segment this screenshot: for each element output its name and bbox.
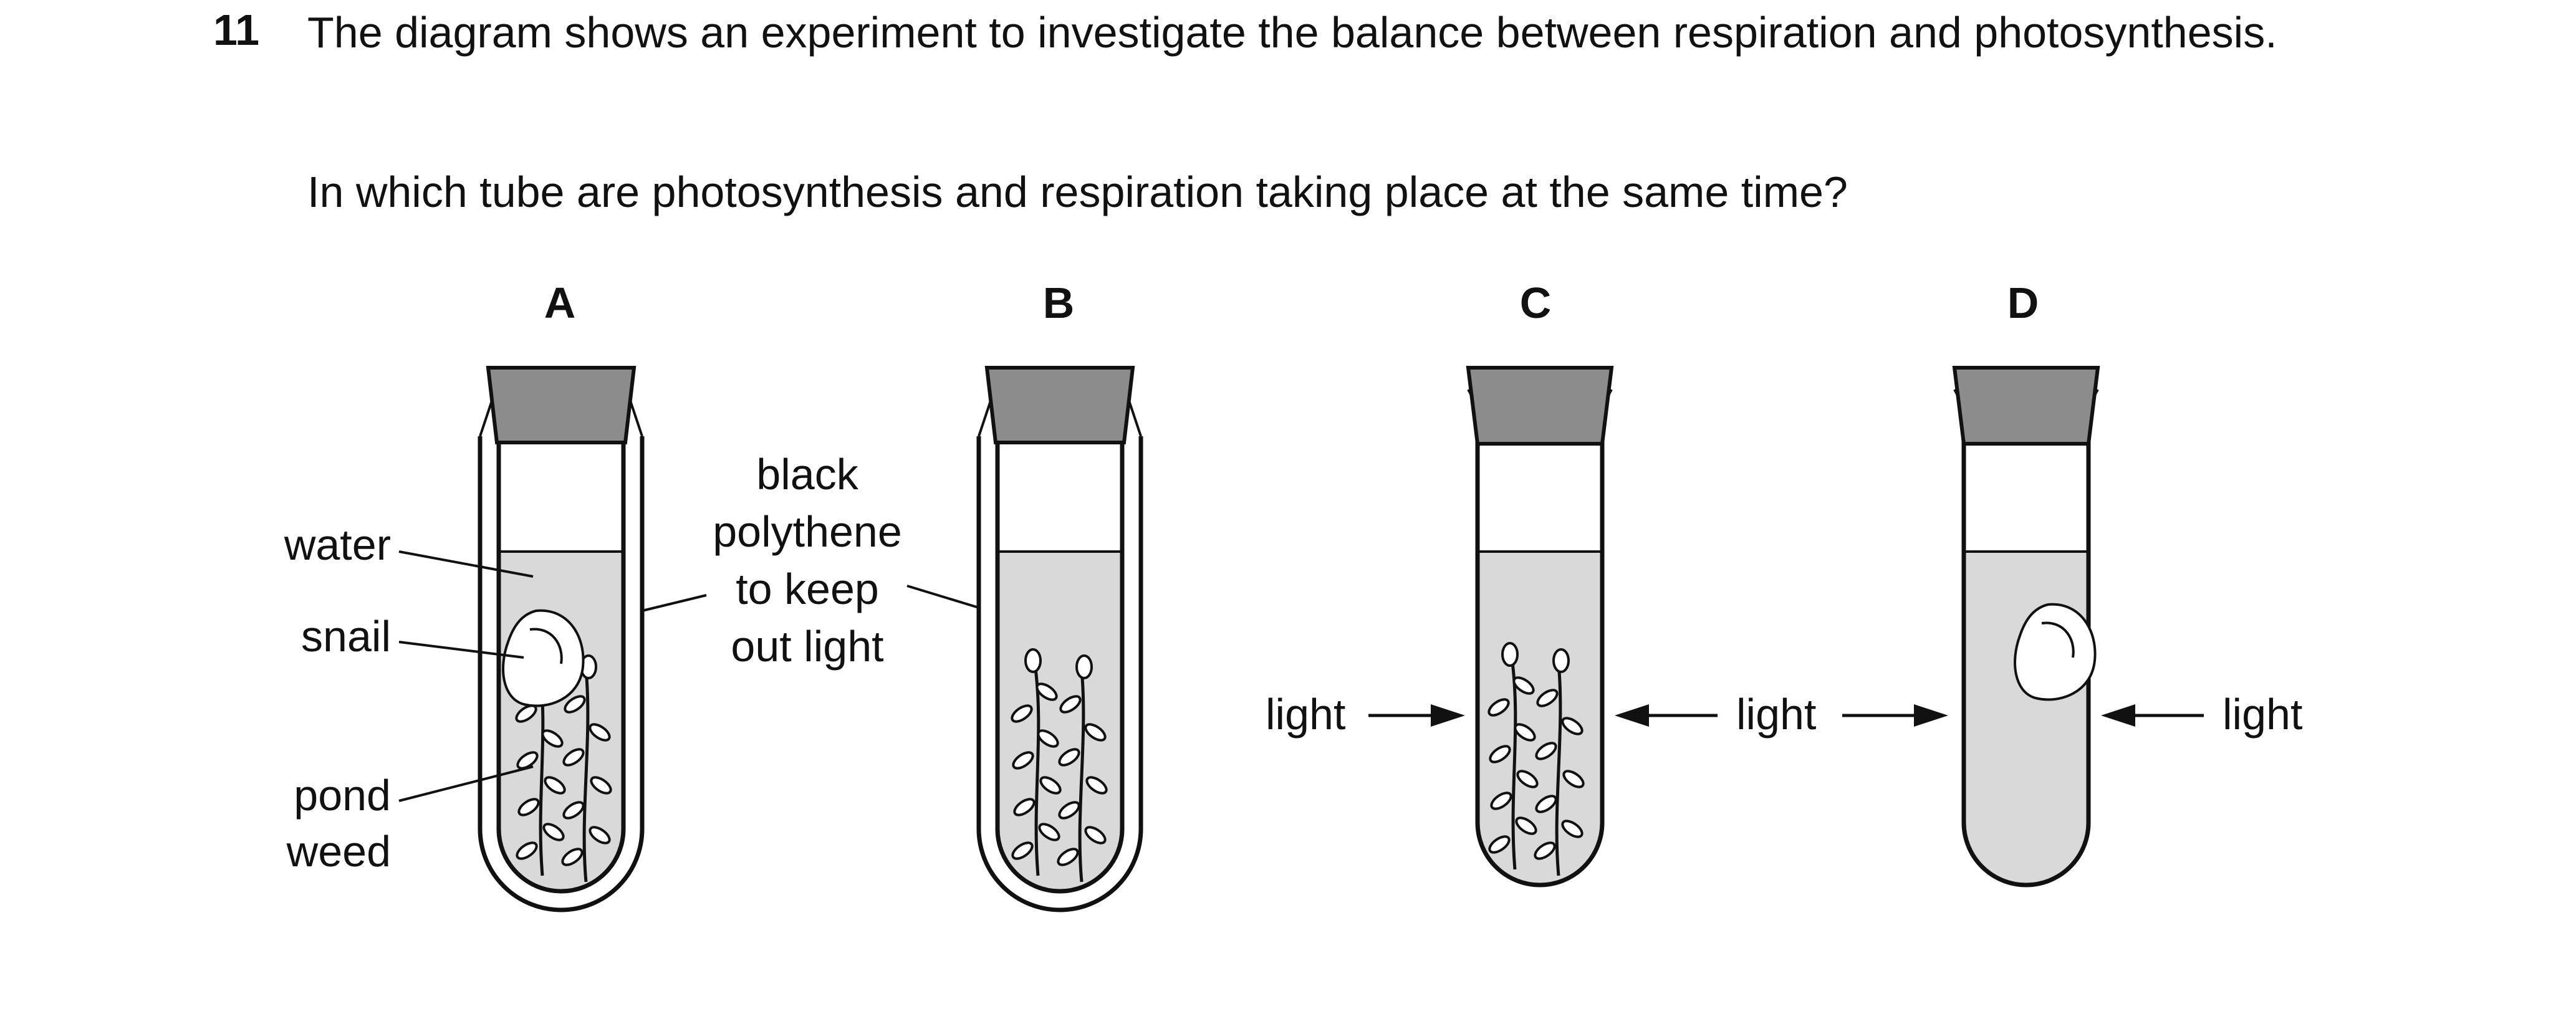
question-stem: The diagram shows an experiment to inves… bbox=[307, 8, 2277, 57]
option-label-d: D bbox=[2007, 279, 2039, 327]
tube-c bbox=[1466, 366, 1614, 887]
snail-icon bbox=[2014, 603, 2097, 701]
question-ask: In which tube are photosynthesis and res… bbox=[307, 168, 1848, 216]
light-label-c-right: light bbox=[1736, 690, 1816, 739]
tube-b bbox=[976, 366, 1143, 912]
snail-label: snail bbox=[301, 612, 391, 661]
arrow-right-icon bbox=[1431, 704, 1465, 727]
polythene-label-line1: black bbox=[756, 450, 858, 499]
pond-weed-label-line1: pond bbox=[294, 771, 391, 820]
pond-weed-label-line2: weed bbox=[286, 827, 391, 876]
arrow-right-icon bbox=[1914, 704, 1948, 727]
question-number: 11 bbox=[213, 6, 259, 54]
snail-icon bbox=[502, 609, 585, 707]
arrow-left-icon bbox=[2101, 704, 2135, 727]
light-label-c-left: light bbox=[1266, 690, 1345, 739]
tube-d bbox=[1952, 366, 2100, 887]
option-label-b: B bbox=[1043, 279, 1075, 327]
tube-a bbox=[478, 366, 645, 912]
light-label-d-right: light bbox=[2223, 690, 2302, 739]
polythene-label-line2: polythene bbox=[713, 507, 902, 556]
option-label-a: A bbox=[544, 279, 576, 327]
option-label-c: C bbox=[1520, 279, 1552, 327]
water-label: water bbox=[284, 520, 391, 569]
arrow-left-icon bbox=[1615, 704, 1649, 727]
polythene-label-line4: out light bbox=[731, 622, 883, 671]
polythene-label-line3: to keep bbox=[736, 565, 879, 613]
